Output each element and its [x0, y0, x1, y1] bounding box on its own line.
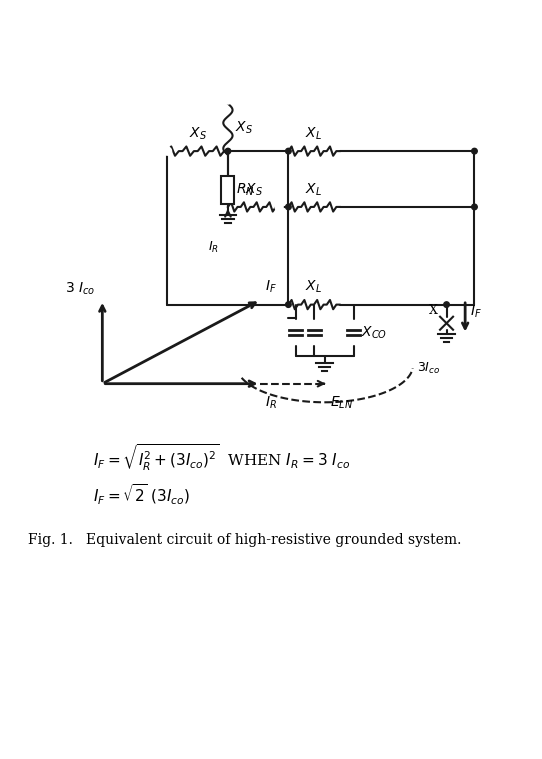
Circle shape — [225, 148, 231, 154]
Text: Fig. 1.   Equivalent circuit of high-resistive grounded system.: Fig. 1. Equivalent circuit of high-resis… — [28, 533, 461, 546]
Text: $X_S$: $X_S$ — [189, 125, 207, 142]
Text: $X_L$: $X_L$ — [305, 125, 322, 142]
Text: X: X — [429, 304, 438, 317]
Circle shape — [472, 148, 478, 154]
Text: $X_S$: $X_S$ — [244, 181, 262, 197]
Text: $I_F$: $I_F$ — [265, 279, 277, 295]
Circle shape — [286, 204, 291, 209]
Circle shape — [275, 203, 283, 211]
Text: $3\ I_{co}$: $3\ I_{co}$ — [64, 281, 95, 298]
Text: $X_S$: $X_S$ — [235, 119, 253, 136]
Circle shape — [286, 302, 291, 307]
Text: $I_R$: $I_R$ — [265, 395, 277, 411]
Bar — [222, 176, 235, 204]
Text: $R_N$: $R_N$ — [236, 182, 255, 198]
Text: $I_F$: $I_F$ — [470, 304, 482, 320]
Text: $X_L$: $X_L$ — [305, 181, 322, 197]
Circle shape — [444, 302, 449, 307]
Text: $I_F = \sqrt{2}\ (3I_{co})$: $I_F = \sqrt{2}\ (3I_{co})$ — [93, 483, 190, 508]
Text: $I_F = \sqrt{I_R^2 + (3I_{co})^2}$  WHEN $I_R = 3\ I_{co}$: $I_F = \sqrt{I_R^2 + (3I_{co})^2}$ WHEN … — [93, 443, 350, 474]
Text: $X_{CO}$: $X_{CO}$ — [361, 324, 387, 341]
Text: $3I_{co}$: $3I_{co}$ — [417, 361, 441, 376]
Text: $E_{LN}$: $E_{LN}$ — [330, 395, 353, 411]
Circle shape — [164, 147, 171, 155]
Text: $X_L$: $X_L$ — [305, 279, 322, 295]
Circle shape — [472, 204, 478, 209]
Text: $I_R$: $I_R$ — [208, 240, 218, 254]
Circle shape — [286, 148, 291, 154]
Circle shape — [224, 96, 231, 104]
